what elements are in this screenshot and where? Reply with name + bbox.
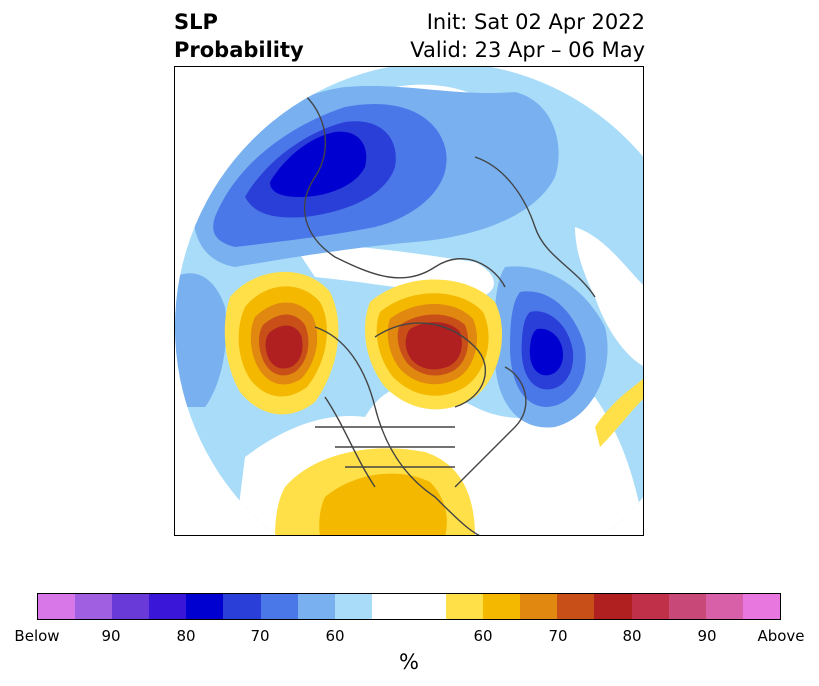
colorbar-segment (742, 594, 780, 619)
above-region-east-streak (595, 377, 643, 447)
colorbar-segment (260, 594, 298, 619)
colorbar-tick-80-above: 80 (622, 627, 642, 645)
colorbar-segment (446, 594, 484, 619)
colorbar-segment (334, 594, 372, 619)
colorbar-tick-below: Below (14, 627, 60, 645)
neutral-zone-east (575, 227, 643, 367)
colorbar-tick-70-below: 70 (250, 627, 270, 645)
colorbar-segment (75, 594, 113, 619)
colorbar-segment (594, 594, 632, 619)
colorbar-segment (186, 594, 224, 619)
blue-region-west (175, 273, 227, 407)
above-region-west-core (265, 325, 303, 369)
colorbar-tick-90-above: 90 (697, 627, 717, 645)
colorbar-tick-above: Above (757, 627, 805, 645)
colorbar (37, 593, 781, 620)
valid-range: Valid: 23 Apr – 06 May (410, 38, 645, 62)
colorbar-tick-60-above: 60 (473, 627, 493, 645)
colorbar-segment (371, 594, 409, 619)
colorbar-tick-60-below: 60 (325, 627, 345, 645)
colorbar-tick-90-below: 90 (101, 627, 121, 645)
colorbar-segment (297, 594, 335, 619)
probability-map (175, 67, 643, 535)
colorbar-segment (408, 594, 447, 619)
coastlines (294, 86, 596, 535)
colorbar-segment (705, 594, 743, 619)
colorbar-segment (631, 594, 669, 619)
colorbar-segment (112, 594, 150, 619)
colorbar-segment (223, 594, 261, 619)
title-variable: SLP (174, 10, 218, 34)
colorbar-segment (557, 594, 595, 619)
init-date: Init: Sat 02 Apr 2022 (426, 10, 645, 34)
colorbar-segment (149, 594, 187, 619)
colorbar-unit: % (399, 650, 419, 674)
above-region-south-o1 (319, 473, 447, 535)
above-region-center-core (405, 322, 462, 370)
colorbar-segment (520, 594, 558, 619)
title-right: Init: Sat 02 Apr 2022 Valid: 23 Apr – 06… (410, 8, 645, 64)
blue-region-north-core2 (270, 131, 367, 197)
blue-region-east-core2 (529, 328, 563, 376)
colorbar-segment (483, 594, 521, 619)
title-product: Probability (174, 38, 304, 62)
title-left: SLP Probability (174, 8, 304, 64)
colorbar-segment (668, 594, 706, 619)
colorbar-tick-70-above: 70 (548, 627, 568, 645)
map-panel (174, 66, 644, 536)
colorbar-tick-80-below: 80 (176, 627, 196, 645)
colorbar-segment (38, 594, 76, 619)
